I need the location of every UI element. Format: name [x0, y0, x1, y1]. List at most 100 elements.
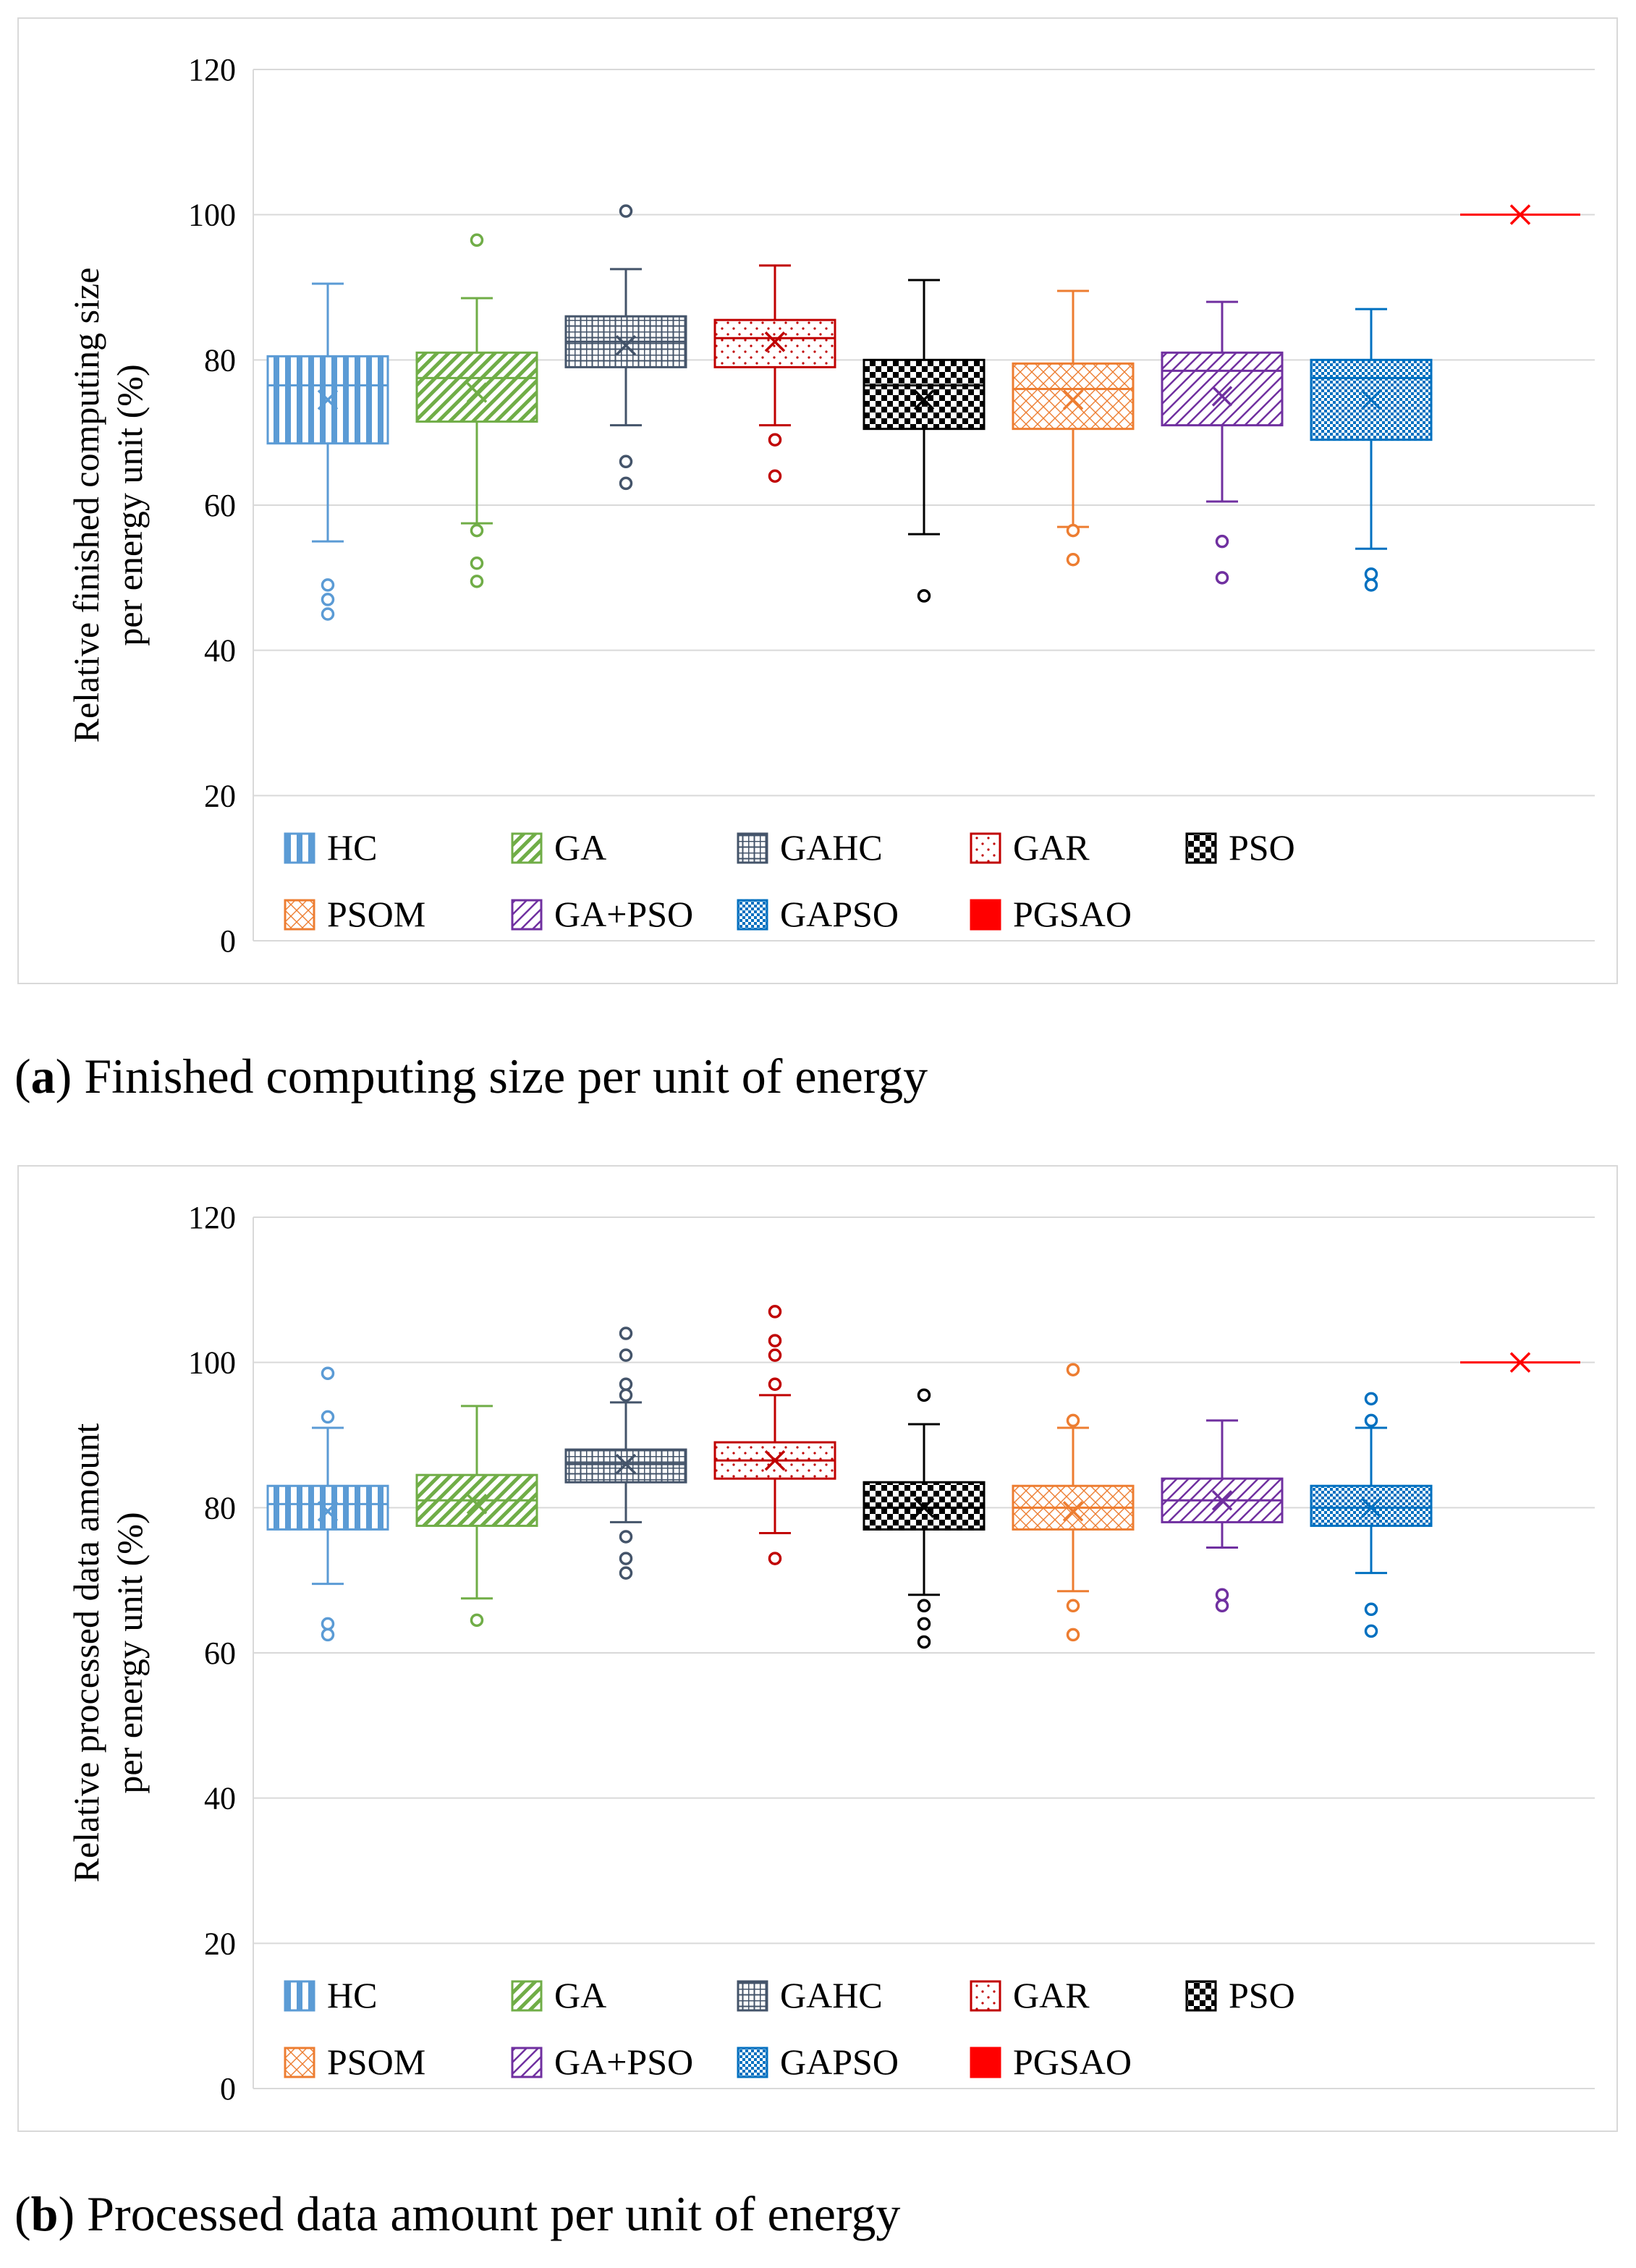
- mean-marker: [764, 331, 786, 352]
- box-ga: [415, 233, 538, 588]
- mean-marker: [1211, 1490, 1233, 1511]
- outlier-point: [1364, 578, 1378, 592]
- outlier-point: [470, 233, 484, 247]
- outlier-point: [1066, 523, 1080, 538]
- mean-marker: [1360, 389, 1382, 410]
- outlier-point: [619, 1348, 633, 1362]
- box-ga-plus-pso: [1161, 1419, 1284, 1613]
- legend-item-pgsao: PGSAO: [970, 2041, 1132, 2082]
- y-axis-label: Relative processed data amountper energy…: [66, 1423, 150, 1883]
- legend-item-gar: GAR: [970, 1975, 1090, 2015]
- outlier-point: [1215, 571, 1229, 585]
- box-pso: [862, 1388, 986, 1649]
- legend-item-pso: PSO: [1185, 827, 1295, 868]
- outlier-point: [917, 1635, 931, 1649]
- box-ga-plus-pso: [1161, 300, 1284, 585]
- outlier-point: [619, 1530, 633, 1544]
- chart-panel-a: 0 20 40 60 80 100 120 Relative finished computi…: [17, 17, 1618, 984]
- legend-swatch: [511, 2047, 543, 2078]
- outlier-point: [1066, 1599, 1080, 1613]
- mean-marker: [466, 382, 488, 403]
- y-tick-label: 120: [188, 52, 236, 88]
- legend-item-gapso: GAPSO: [737, 894, 899, 934]
- outlier-point: [619, 476, 633, 491]
- mean-marker: [615, 1453, 637, 1475]
- outlier-point: [1066, 553, 1080, 567]
- box-iqr: [862, 358, 986, 431]
- outlier-point: [917, 589, 931, 603]
- box-gapso: [1310, 308, 1433, 592]
- y-tick-label: 40: [204, 633, 236, 669]
- box-iqr: [1012, 362, 1135, 431]
- outlier-point: [321, 1410, 335, 1424]
- y-tick-label: 80: [204, 1490, 236, 1526]
- legend-label: GA+PSO: [554, 894, 693, 934]
- legend-label: HC: [327, 827, 377, 868]
- y-tick-label: 20: [204, 778, 236, 813]
- legend-item-gapso: GAPSO: [737, 2041, 899, 2082]
- outlier-point: [768, 1305, 782, 1319]
- box-psom: [1012, 289, 1135, 567]
- outlier-point: [1066, 1628, 1080, 1642]
- mean-marker: [913, 1497, 935, 1518]
- box-hc: [266, 282, 389, 621]
- legend-swatch: [284, 2047, 315, 2078]
- outlier-point: [470, 557, 484, 570]
- legend-label: PSOM: [327, 2041, 425, 2082]
- outlier-point: [1215, 1599, 1229, 1613]
- box-iqr: [564, 1448, 687, 1484]
- outlier-point: [1364, 1602, 1378, 1617]
- y-tick-label: 20: [204, 1926, 236, 1961]
- legend-label: PGSAO: [1013, 894, 1132, 934]
- outlier-point: [917, 1388, 931, 1402]
- caption-a: (a) Finished computing size per unit of …: [14, 1049, 928, 1104]
- outlier-point: [321, 1617, 335, 1631]
- outlier-point: [619, 1377, 633, 1392]
- outlier-point: [917, 1599, 931, 1613]
- y-tick-label: 0: [220, 923, 236, 959]
- outlier-point: [619, 1388, 633, 1402]
- legend-label: GAHC: [780, 827, 883, 868]
- y-axis-label-line1: Relative finished computing size: [66, 268, 106, 743]
- legend-item-ga-plus-pso: GA+PSO: [511, 2041, 693, 2082]
- legend-item-ga: GA: [511, 827, 606, 868]
- box-pso: [862, 279, 986, 603]
- outlier-point: [470, 523, 484, 538]
- caption-b-text: Processed data amount per unit of energy: [87, 2186, 901, 2241]
- legend-label: GAPSO: [780, 2041, 899, 2082]
- outlier-point: [768, 1348, 782, 1362]
- mean-marker: [1062, 1501, 1084, 1522]
- legend-item-psom: PSOM: [284, 2041, 425, 2082]
- outlier-point: [1066, 1413, 1080, 1428]
- caption-b-letter: b: [30, 2186, 59, 2241]
- y-tick-label: 60: [204, 1636, 236, 1671]
- y-tick-label: 120: [188, 1200, 236, 1235]
- legend-swatch: [970, 2047, 1001, 2078]
- outlier-point: [768, 433, 782, 447]
- legend-swatch: [511, 1980, 543, 2012]
- legend-item-ga-plus-pso: GA+PSO: [511, 894, 693, 934]
- outlier-point: [1066, 1363, 1080, 1376]
- outlier-point: [321, 1628, 335, 1642]
- chart-panel-b: 0 20 40 60 80 100 120 Relative processed data a…: [17, 1165, 1618, 2132]
- box-gahc: [564, 204, 687, 491]
- mean-marker: [1062, 389, 1084, 410]
- box-gahc: [564, 1326, 687, 1580]
- outlier-point: [321, 578, 335, 592]
- legend-label: PSO: [1229, 827, 1295, 868]
- mean-marker: [615, 335, 637, 356]
- box-iqr: [1310, 1484, 1433, 1527]
- outlier-point: [768, 1552, 782, 1565]
- box-ga: [415, 1405, 538, 1628]
- legend-item-pgsao: PGSAO: [970, 894, 1132, 934]
- legend-item-ga: GA: [511, 1975, 606, 2015]
- box-gapso: [1310, 1392, 1433, 1638]
- outlier-point: [619, 1566, 633, 1580]
- box-iqr: [862, 1481, 986, 1531]
- mean-marker: [1509, 1352, 1531, 1373]
- legend-swatch: [970, 832, 1001, 864]
- legend-item-gar: GAR: [970, 827, 1090, 868]
- mean-marker: [1360, 1497, 1382, 1518]
- outlier-point: [768, 1334, 782, 1347]
- legend-swatch: [284, 832, 315, 864]
